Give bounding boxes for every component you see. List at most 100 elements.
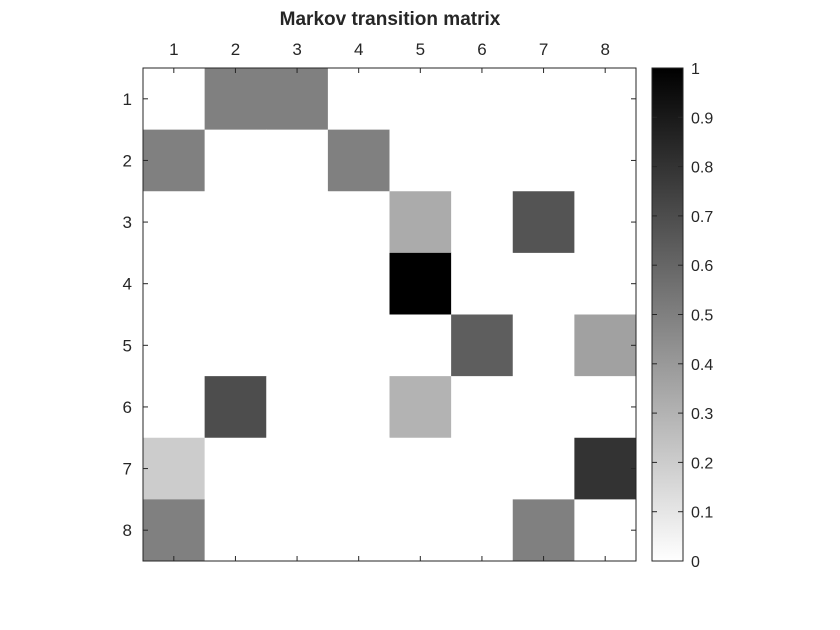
- heatmap-cell-r6-c3: [266, 376, 329, 439]
- heatmap-cell-r4-c8: [574, 252, 637, 315]
- heatmap-cell-r6-c2: [204, 376, 267, 439]
- heatmap-cell-r3-c7: [512, 191, 575, 254]
- y-tick-label: 8: [123, 521, 132, 540]
- heatmap-cell-r4-c2: [204, 252, 267, 315]
- colorbar-tick-label: 0.1: [691, 505, 713, 522]
- heatmap-cell-r8-c6: [451, 499, 514, 562]
- heatmap-cell-r8-c2: [204, 499, 267, 562]
- colorbar-tick-label: 0: [691, 554, 700, 571]
- heatmap-cell-r7-c4: [327, 437, 390, 500]
- colorbar-tick-label: 1: [691, 61, 700, 78]
- colorbar-tick-label: 0.5: [691, 308, 713, 325]
- heatmap-cells: [143, 68, 637, 562]
- heatmap-cell-r1-c4: [327, 68, 390, 131]
- x-tick-label: 7: [539, 40, 548, 59]
- colorbar-ticks: [652, 67, 683, 562]
- heatmap-cell-r2-c6: [451, 129, 514, 192]
- y-tick-label: 4: [123, 275, 132, 294]
- colorbar-tick-labels: 0 0.1 0.2 0.3 0.4 0.5 0.6 0.7 0.8 0.9 1: [691, 61, 713, 571]
- x-tick-label: 2: [231, 40, 240, 59]
- heatmap-cell-r6-c4: [327, 376, 390, 439]
- heatmap-cell-r3-c8: [574, 191, 637, 254]
- heatmap-cell-r1-c3: [266, 68, 329, 131]
- colorbar-tick-label: 0.9: [691, 110, 713, 127]
- heatmap-cell-r2-c3: [266, 129, 329, 192]
- heatmap-cell-r8-c4: [327, 499, 390, 562]
- heatmap-cell-r1-c6: [451, 68, 514, 131]
- heatmap-cell-r3-c6: [451, 191, 514, 254]
- x-tick-label: 6: [477, 40, 486, 59]
- y-tick-label: 6: [123, 398, 132, 417]
- heatmap-cell-r2-c7: [512, 129, 575, 192]
- heatmap-cell-r4-c7: [512, 252, 575, 315]
- heatmap-cell-r4-c1: [143, 252, 206, 315]
- colorbar-tick-label: 0.3: [691, 406, 713, 423]
- x-tick-label: 8: [600, 40, 609, 59]
- heatmap-cell-r5-c2: [204, 314, 267, 377]
- heatmap-cell-r8-c7: [512, 499, 575, 562]
- heatmap-cell-r6-c1: [143, 376, 206, 439]
- x-tick-label: 3: [292, 40, 301, 59]
- colorbar-tick-label: 0.4: [691, 357, 713, 374]
- heatmap-cell-r1-c1: [143, 68, 206, 131]
- heatmap-cell-r3-c1: [143, 191, 206, 254]
- heatmap-cell-r8-c3: [266, 499, 329, 562]
- heatmap-cell-r6-c6: [451, 376, 514, 439]
- heatmap-cell-r5-c3: [266, 314, 329, 377]
- y-tick-label: 5: [123, 336, 132, 355]
- heatmap-cell-r2-c4: [327, 129, 390, 192]
- colorbar-tick-label: 0.8: [691, 160, 713, 177]
- heatmap-cell-r7-c8: [574, 437, 637, 500]
- heatmap-cell-r6-c5: [389, 376, 452, 439]
- heatmap-cell-r7-c5: [389, 437, 452, 500]
- heatmap-cell-r7-c2: [204, 437, 267, 500]
- heatmap-cell-r4-c3: [266, 252, 329, 315]
- heatmap-cell-r1-c5: [389, 68, 452, 131]
- heatmap-cell-r4-c5: [389, 252, 452, 315]
- y-tick-label: 1: [123, 90, 132, 109]
- chart-title: Markov transition matrix: [280, 9, 501, 30]
- heatmap-cell-r8-c5: [389, 499, 452, 562]
- heatmap-cell-r2-c5: [389, 129, 452, 192]
- heatmap-cell-r8-c1: [143, 499, 206, 562]
- x-tick-label: 4: [354, 40, 363, 59]
- heatmap-cell-r5-c6: [451, 314, 514, 377]
- heatmap-cell-r5-c7: [512, 314, 575, 377]
- plot-frame: [142, 67, 637, 562]
- heatmap-cell-r2-c8: [574, 129, 637, 192]
- x-tick-labels: 1 2 3 4 5 6 7 8: [169, 40, 610, 59]
- colorbar-tick-label: 0.7: [691, 209, 713, 226]
- heatmap-cell-r7-c1: [143, 437, 206, 500]
- heatmap-cell-r6-c7: [512, 376, 575, 439]
- heatmap-cell-r1-c2: [204, 68, 267, 131]
- heatmap-cell-r5-c4: [327, 314, 390, 377]
- heatmap-cell-r1-c8: [574, 68, 637, 131]
- heatmap-cell-r3-c5: [389, 191, 452, 254]
- heatmap-cell-r4-c6: [451, 252, 514, 315]
- colorbar-tick-label: 0.6: [691, 258, 713, 275]
- heatmap-cell-r7-c3: [266, 437, 329, 500]
- axis-ticks: [143, 68, 636, 561]
- y-tick-label: 7: [123, 460, 132, 479]
- heatmap-cell-r2-c2: [204, 129, 267, 192]
- colorbar-tick-label: 0.2: [691, 455, 713, 472]
- x-tick-label: 5: [416, 40, 425, 59]
- heatmap-cell-r5-c5: [389, 314, 452, 377]
- heatmap-cell-r4-c4: [327, 252, 390, 315]
- y-tick-labels: 1 2 3 4 5 6 7 8: [123, 90, 132, 540]
- x-tick-label: 1: [169, 40, 178, 59]
- heatmap-cell-r3-c2: [204, 191, 267, 254]
- heatmap-cell-r3-c3: [266, 191, 329, 254]
- y-tick-label: 3: [123, 213, 132, 232]
- heatmap-cell-r5-c1: [143, 314, 206, 377]
- heatmap-cell-r7-c7: [512, 437, 575, 500]
- heatmap-cell-r1-c7: [512, 68, 575, 131]
- heatmap-cell-r5-c8: [574, 314, 637, 377]
- heatmap-cell-r7-c6: [451, 437, 514, 500]
- heatmap-cell-r3-c4: [327, 191, 390, 254]
- heatmap-cell-r8-c8: [574, 499, 637, 562]
- y-tick-label: 2: [123, 151, 132, 170]
- heatmap-cell-r2-c1: [143, 129, 206, 192]
- heatmap-cell-r6-c8: [574, 376, 637, 439]
